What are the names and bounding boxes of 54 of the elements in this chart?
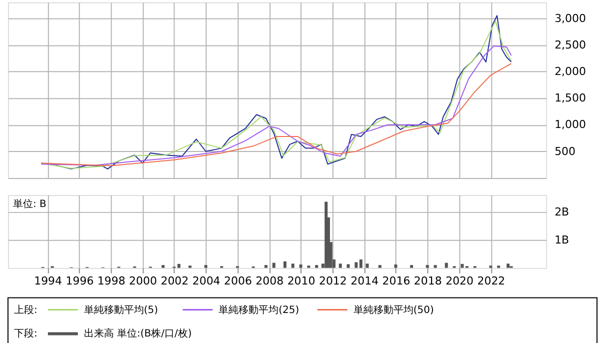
- x-tick-label: 2016: [382, 274, 410, 288]
- bar: [264, 265, 268, 268]
- bar: [506, 264, 510, 268]
- legend-label: 単純移動平均(5): [84, 304, 158, 316]
- x-tick-label: 1994: [34, 274, 62, 288]
- bar: [272, 262, 276, 268]
- bar: [410, 265, 414, 268]
- bar: [378, 265, 382, 268]
- legend-label: 単純移動平均(50): [353, 304, 434, 316]
- text: 下段:: [14, 328, 38, 340]
- y-tick-label: 500: [554, 144, 576, 158]
- bar: [315, 265, 318, 268]
- legend-label: 出来高 単位:(B株/口/枚): [84, 328, 192, 340]
- x-tick-label: 2002: [160, 274, 189, 288]
- bar: [444, 262, 448, 268]
- bar: [346, 264, 350, 268]
- bar: [359, 259, 362, 268]
- bar: [434, 265, 437, 268]
- x-tick-label: 1996: [66, 274, 94, 288]
- bar: [426, 265, 429, 268]
- x-tick-label: 2012: [318, 274, 347, 288]
- text: 上段:: [14, 304, 38, 316]
- x-tick-label: 2022: [477, 274, 506, 288]
- x-tick-label: 1998: [97, 274, 126, 288]
- y-tick-label: 2,500: [554, 38, 586, 52]
- x-tick-label: 2008: [256, 274, 284, 288]
- annotation: 単位: B: [12, 198, 47, 210]
- line-series: [40, 63, 512, 166]
- x-tick-label: 2020: [446, 274, 474, 288]
- bar: [204, 265, 208, 268]
- line-series: [40, 45, 512, 166]
- bar: [460, 264, 464, 268]
- bar: [177, 264, 180, 268]
- bar: [299, 264, 302, 268]
- bar: [394, 264, 398, 268]
- y-tick-label: 1,500: [554, 92, 586, 105]
- bar: [354, 262, 358, 268]
- x-tick-label: 2010: [287, 274, 316, 288]
- x-tick-label: 2000: [129, 274, 157, 288]
- y-tick-label: 3,000: [554, 12, 586, 25]
- legend-label: 単純移動平均(25): [218, 304, 300, 316]
- bar: [162, 265, 165, 268]
- bar: [338, 264, 342, 268]
- x-tick-label: 2018: [414, 274, 442, 288]
- y-tick-label: 2,000: [554, 65, 586, 78]
- x-tick-label: 2004: [192, 274, 220, 288]
- y-tick-label: 1B: [554, 233, 570, 246]
- bar: [283, 261, 286, 268]
- x-tick-label: 2014: [350, 274, 379, 288]
- x-tick-label: 2006: [224, 274, 252, 288]
- y-tick-label: 1,000: [554, 118, 586, 132]
- bar: [291, 264, 294, 268]
- bar: [366, 264, 369, 268]
- y-tick-label: 2B: [554, 205, 570, 218]
